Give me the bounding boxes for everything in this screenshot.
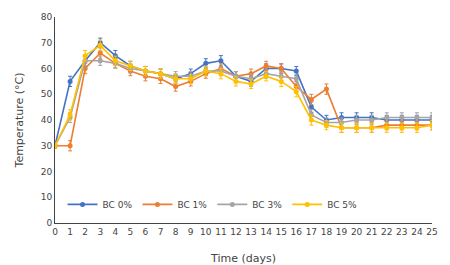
- svg-text:20: 20: [351, 227, 363, 237]
- svg-text:11: 11: [215, 227, 226, 237]
- svg-text:60: 60: [41, 64, 53, 74]
- svg-text:0: 0: [52, 227, 58, 237]
- svg-text:50: 50: [41, 89, 53, 99]
- svg-text:22: 22: [381, 227, 392, 237]
- svg-text:10: 10: [200, 227, 212, 237]
- svg-text:BC 3%: BC 3%: [252, 200, 282, 210]
- svg-text:2: 2: [82, 227, 88, 237]
- svg-text:12: 12: [230, 227, 241, 237]
- svg-text:3: 3: [97, 227, 103, 237]
- svg-text:13: 13: [245, 227, 256, 237]
- svg-text:BC 1%: BC 1%: [177, 200, 207, 210]
- svg-text:24: 24: [411, 227, 423, 237]
- svg-text:80: 80: [41, 12, 53, 22]
- svg-text:18: 18: [321, 227, 333, 237]
- svg-text:17: 17: [306, 227, 317, 237]
- svg-text:7: 7: [158, 227, 164, 237]
- svg-text:1: 1: [67, 227, 73, 237]
- svg-text:9: 9: [188, 227, 194, 237]
- svg-text:19: 19: [336, 227, 348, 237]
- svg-text:6: 6: [143, 227, 149, 237]
- svg-text:8: 8: [173, 227, 179, 237]
- svg-text:15: 15: [275, 227, 286, 237]
- svg-text:16: 16: [291, 227, 303, 237]
- svg-text:0: 0: [46, 218, 52, 228]
- svg-text:23: 23: [396, 227, 407, 237]
- svg-text:BC 0%: BC 0%: [103, 200, 133, 210]
- svg-text:BC 5%: BC 5%: [327, 200, 357, 210]
- svg-text:70: 70: [41, 38, 53, 48]
- svg-text:5: 5: [128, 227, 134, 237]
- svg-text:Time (days): Time (days): [210, 252, 276, 265]
- svg-text:Temperature (°C): Temperature (°C): [13, 73, 26, 169]
- svg-text:30: 30: [41, 141, 53, 151]
- svg-text:21: 21: [366, 227, 377, 237]
- svg-text:20: 20: [41, 167, 53, 177]
- svg-text:10: 10: [41, 192, 53, 202]
- svg-text:40: 40: [41, 115, 53, 125]
- svg-text:4: 4: [112, 227, 118, 237]
- svg-text:14: 14: [260, 227, 272, 237]
- svg-text:25: 25: [426, 227, 437, 237]
